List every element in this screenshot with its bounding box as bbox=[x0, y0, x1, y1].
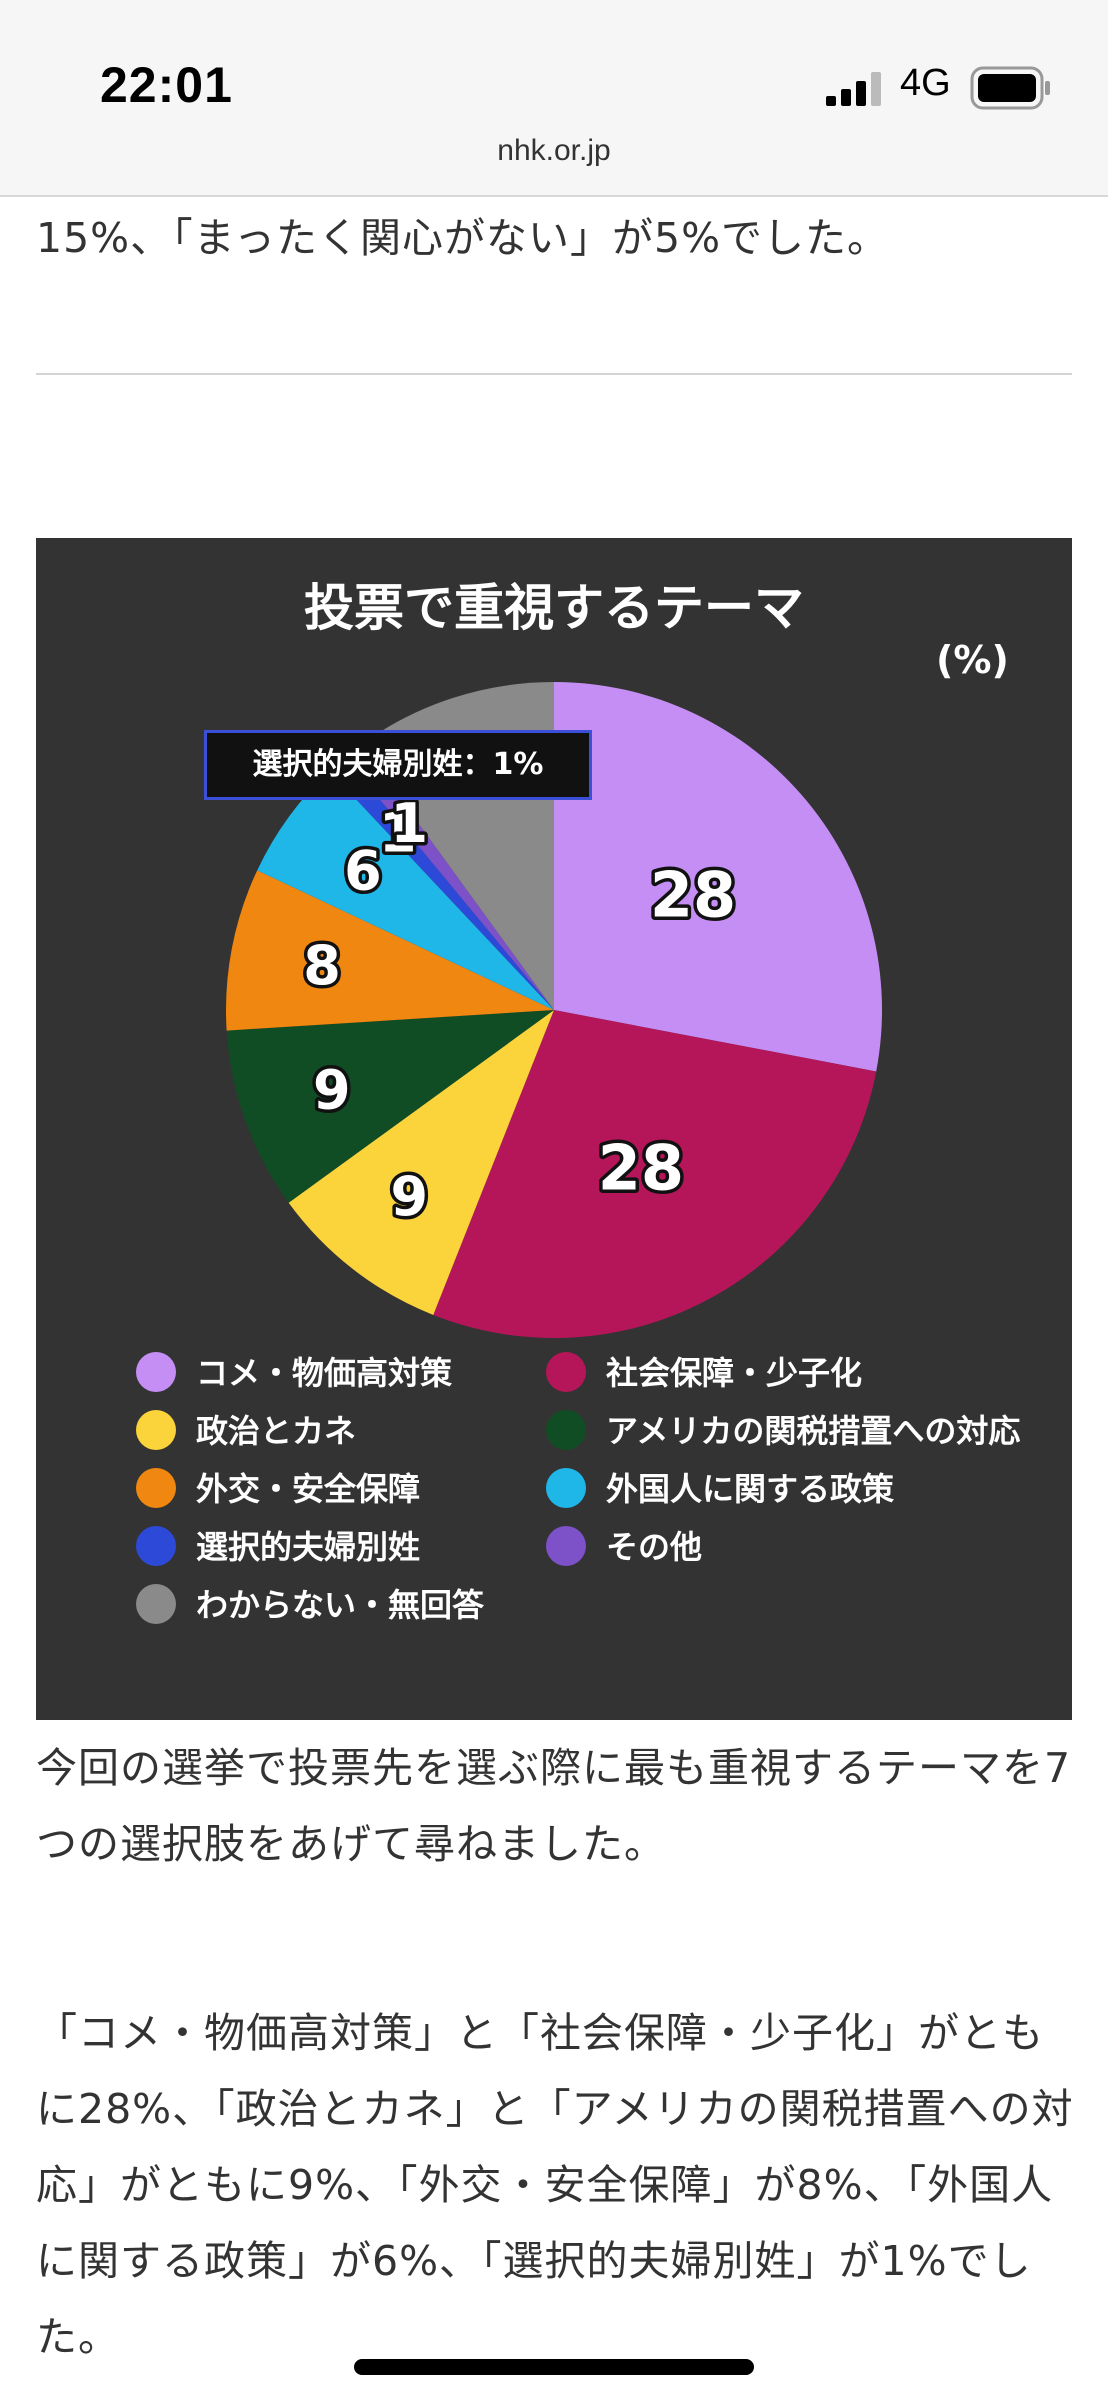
home-indicator[interactable] bbox=[354, 2359, 754, 2375]
legend-label: 外国人に関する政策 bbox=[606, 1470, 895, 1508]
legend-swatch bbox=[136, 1352, 176, 1392]
legend-swatch bbox=[546, 1468, 586, 1508]
signal-bars-icon bbox=[826, 72, 881, 106]
article-intro-line: 15%、「まったく関心がない」が5%でした。 bbox=[36, 214, 890, 262]
legend-swatch bbox=[546, 1410, 586, 1450]
chart-tooltip: 選択的夫婦別姓：1% bbox=[204, 730, 592, 800]
chart-unit-label: (%) bbox=[936, 638, 1009, 682]
pie-slice-1[interactable] bbox=[433, 1010, 877, 1338]
pie-value-label-6: 1 bbox=[379, 801, 417, 864]
legend-label: 政治とカネ bbox=[196, 1412, 357, 1450]
pie-value-label-2: 9 bbox=[390, 1165, 428, 1228]
divider bbox=[36, 373, 1072, 375]
pie-value-label-0: 28 bbox=[650, 859, 736, 932]
battery-icon bbox=[970, 66, 1050, 110]
pie-value-label-4: 8 bbox=[303, 934, 341, 997]
legend-swatch bbox=[136, 1526, 176, 1566]
pie-slice-4[interactable] bbox=[226, 870, 554, 1031]
pie-value-label-5: 6 bbox=[344, 840, 382, 903]
legend-swatch bbox=[136, 1468, 176, 1508]
legend-label: 選択的夫婦別姓 bbox=[196, 1528, 421, 1566]
legend-swatch bbox=[136, 1584, 176, 1624]
pie-value-label-3: 9 bbox=[313, 1058, 351, 1121]
article-paragraph-2: 「コメ・物価高対策」と「社会保障・少子化」がともに28%、「政治とカネ」と「アメ… bbox=[36, 2009, 1074, 2361]
legend-label: わからない・無回答 bbox=[196, 1586, 485, 1624]
pie-slice-5[interactable] bbox=[257, 770, 554, 1010]
pie-slice-7[interactable] bbox=[344, 744, 554, 1010]
url-label[interactable]: nhk.or.jp bbox=[497, 134, 611, 167]
legend-swatch bbox=[136, 1410, 176, 1450]
status-bar: 22:01 4G nhk.or.jp bbox=[0, 0, 1108, 197]
legend-swatch bbox=[546, 1352, 586, 1392]
article-paragraph-1: 今回の選挙で投票先を選ぶ際に最も重視するテーマを7つの選択肢をあげて尋ねました。 bbox=[36, 1744, 1072, 1868]
legend-label: 社会保障・少子化 bbox=[606, 1354, 863, 1392]
legend-label: 外交・安全保障 bbox=[196, 1470, 421, 1508]
clock: 22:01 bbox=[100, 57, 233, 113]
pie-slice-6[interactable] bbox=[329, 757, 554, 1010]
legend-label: アメリカの関税措置への対応 bbox=[606, 1412, 1021, 1450]
legend-label: その他 bbox=[606, 1528, 703, 1566]
legend-swatch bbox=[546, 1526, 586, 1566]
legend-label: コメ・物価高対策 bbox=[196, 1354, 453, 1392]
pie-value-label-7: 1 bbox=[390, 792, 428, 855]
network-type: 4G bbox=[900, 62, 951, 104]
pie-slice-3[interactable] bbox=[226, 1010, 555, 1203]
pie-value-label-1: 28 bbox=[598, 1132, 684, 1205]
chart-title: 投票で重視するテーマ bbox=[304, 579, 804, 637]
pie-slice-2[interactable] bbox=[288, 1010, 554, 1315]
chart-panel: 投票で重視するテーマ (%) 28 28 9 9 8 6 1 1 選択的夫婦別姓：1% コメ・… bbox=[36, 538, 1072, 1720]
pie-slice-0[interactable] bbox=[554, 682, 883, 1072]
